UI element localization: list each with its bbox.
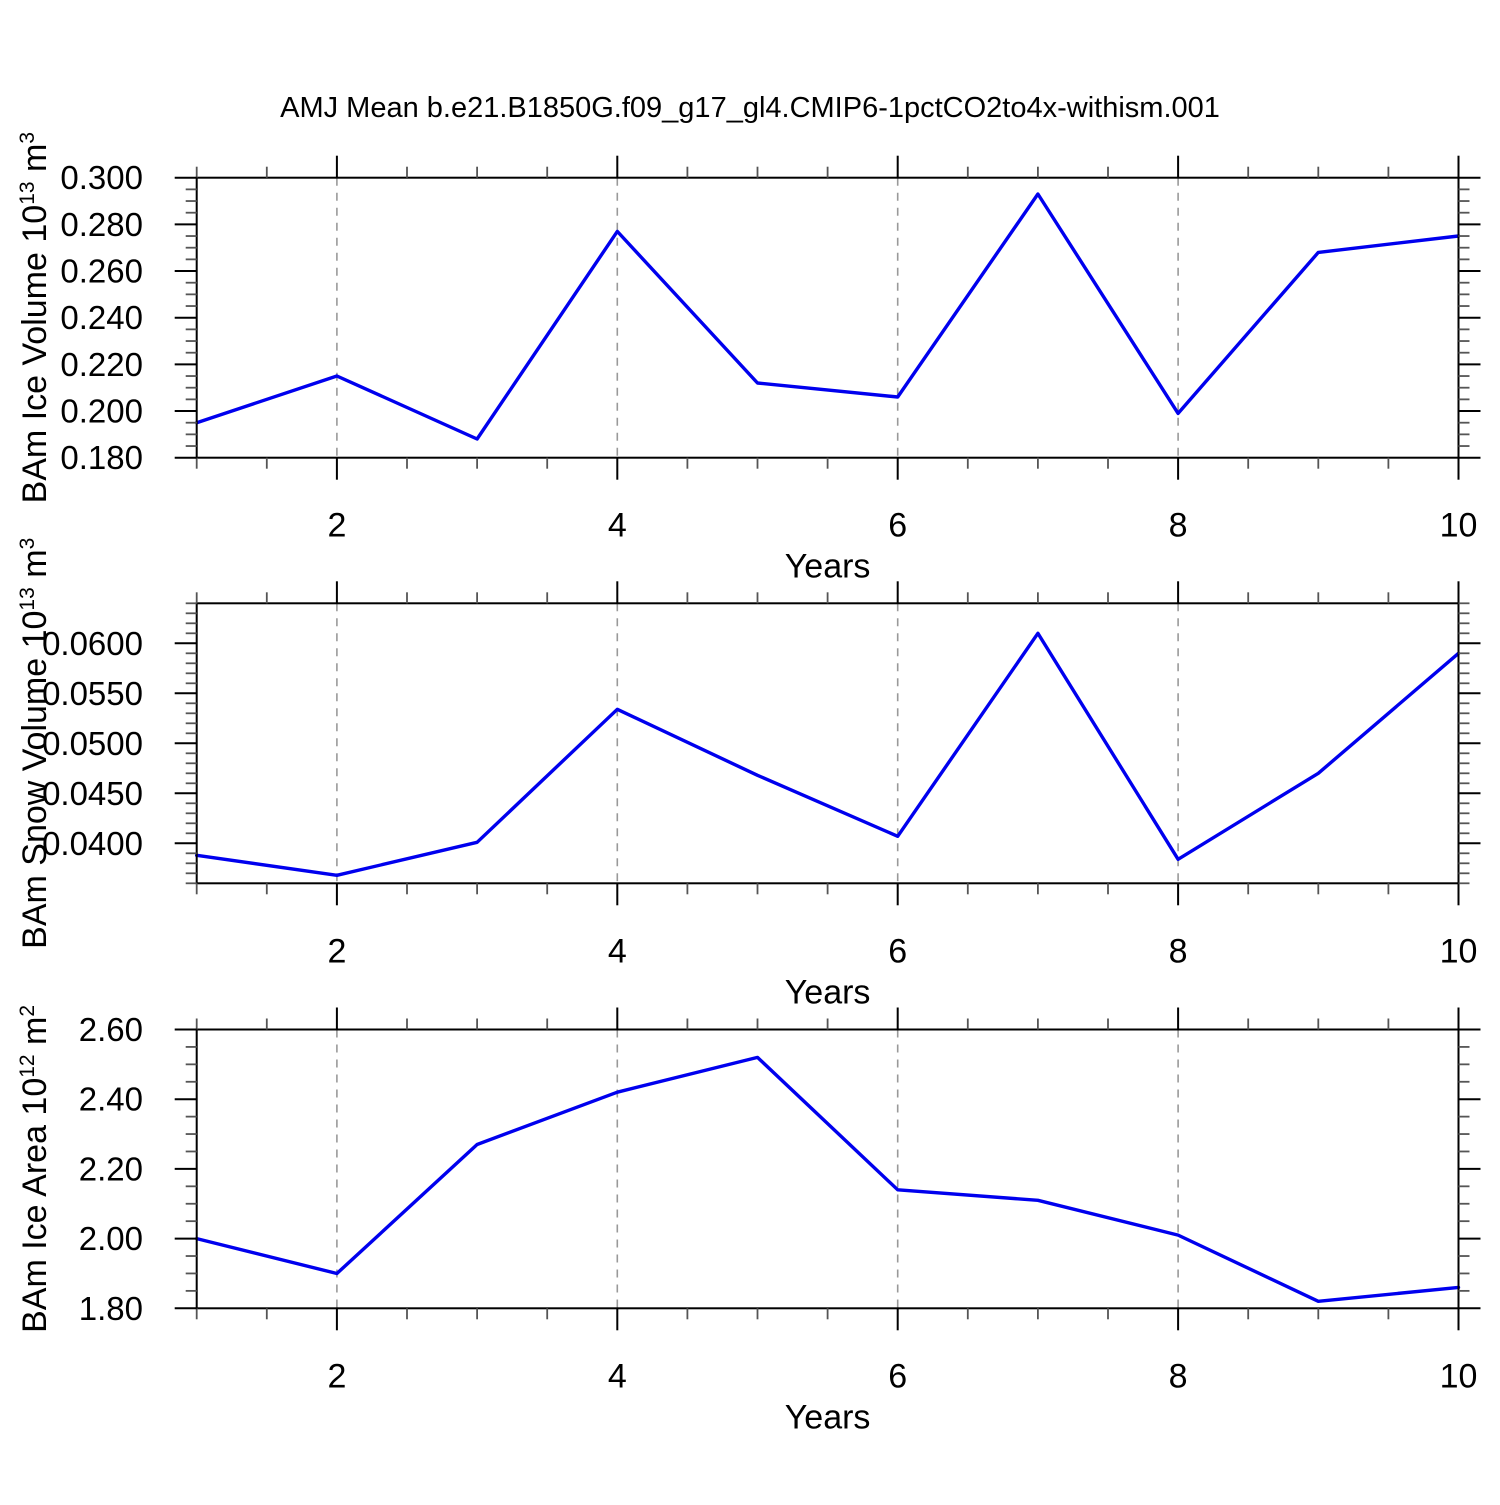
panel-snow-volume: 2 4 6 8 10 Years 0.0400 0.0450 0.0500 0.0550 0.060…	[16, 538, 1481, 1011]
x-tick-label: 6	[888, 932, 907, 970]
y-axis-title: BAm Snow Volume 1013 m3	[16, 538, 54, 949]
y-tick-label: 2.40	[79, 1081, 143, 1118]
x-axis-title: Years	[785, 548, 871, 586]
y-tick-label: 2.20	[79, 1150, 143, 1187]
x-axis-title: Years	[785, 1398, 871, 1436]
series-line-ice-area	[194, 1055, 1461, 1304]
y-tick-label: 2.00	[79, 1220, 143, 1257]
series-line-snow-volume	[194, 631, 1461, 877]
y-tick-label: 0.300	[60, 159, 143, 196]
y-tick-label: 0.0550	[42, 675, 143, 712]
y-tick-label: 0.0500	[42, 725, 143, 762]
plot-frame	[195, 602, 1460, 885]
y-tick-label: 2.60	[79, 1011, 143, 1048]
y-tick-label: 1.80	[79, 1290, 143, 1327]
x-tick-label: 4	[608, 932, 627, 970]
y-tick-label: 0.200	[60, 393, 143, 430]
y-tick-label: 0.280	[60, 206, 143, 243]
y-axis-title: BAm Ice Volume 1013 m3	[16, 132, 54, 503]
x-tick-label: 8	[1169, 932, 1188, 970]
x-tick-label: 10	[1440, 1357, 1478, 1395]
chart-title: AMJ Mean b.e21.B1850G.f09_g17_gl4.CMIP6-…	[280, 92, 1220, 124]
x-tick-label: 8	[1169, 507, 1188, 545]
x-tick-label: 2	[327, 1357, 346, 1395]
series-line-ice-volume	[194, 192, 1461, 441]
y-tick-label: 0.240	[60, 299, 143, 336]
x-tick-label: 4	[608, 1357, 627, 1395]
y-tick-label: 0.260	[60, 253, 143, 290]
plot-frame	[195, 176, 1460, 459]
x-tick-label: 10	[1440, 507, 1478, 545]
y-axis-title: BAm Ice Area 1012 m2	[16, 1005, 54, 1333]
y-tick-label: 0.0600	[42, 625, 143, 662]
x-tick-label: 4	[608, 507, 627, 545]
x-tick-label: 10	[1440, 932, 1478, 970]
x-tick-label: 2	[327, 932, 346, 970]
x-tick-label: 6	[888, 507, 907, 545]
x-tick-label: 2	[327, 507, 346, 545]
plot-frame	[195, 1028, 1460, 1310]
x-tick-label: 6	[888, 1357, 907, 1395]
y-tick-label: 0.0400	[42, 825, 143, 862]
panel-ice-volume: 2 4 6 8 10 Years 0.180 0.200 0.220 0.240 0.260 0.28…	[16, 132, 1481, 586]
x-tick-label: 8	[1169, 1357, 1188, 1395]
panel-ice-area: 2 4 6 8 10 Years 1.80 2.00 2.20 2.40 2.60 BAm Ice A…	[16, 1005, 1481, 1436]
y-tick-label: 0.220	[60, 346, 143, 383]
y-tick-label: 0.180	[60, 439, 143, 476]
x-axis-title: Years	[785, 973, 871, 1011]
y-tick-label: 0.0450	[42, 775, 143, 812]
